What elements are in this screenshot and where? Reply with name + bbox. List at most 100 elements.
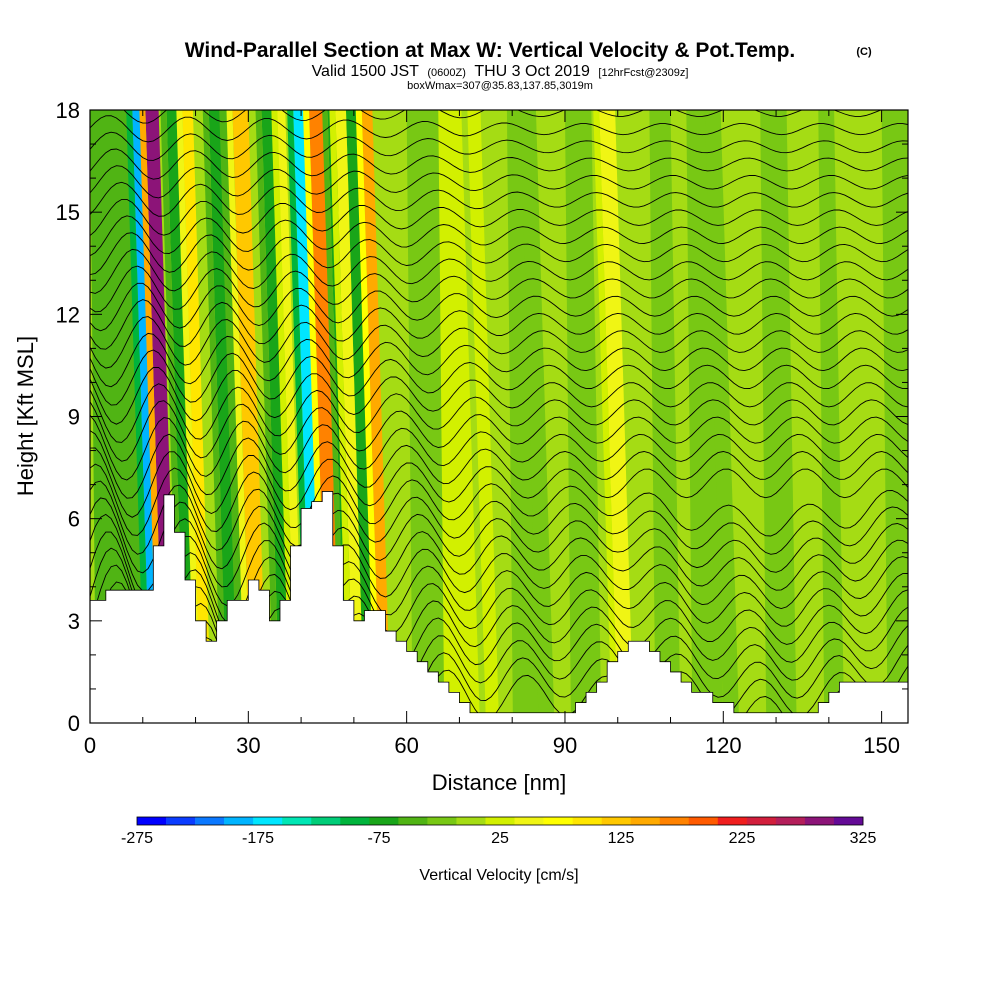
theta-contour [90, 181, 908, 217]
subtitle-date: THU 3 Oct 2019 [474, 63, 590, 80]
y-axis: 0 3 6 9 12 15 18 [56, 98, 908, 736]
theta-contour [90, 513, 908, 592]
subtitle-utc: (0600Z) [427, 67, 466, 79]
colorbar-tick-label: -75 [367, 830, 390, 847]
colorbar-tick-label: 25 [491, 830, 509, 847]
field-stripe [649, 110, 681, 723]
downdraft-band-halo [698, 110, 724, 723]
theta-contour [90, 198, 908, 236]
theta-contour [90, 480, 908, 555]
colorbar-swatch [833, 817, 864, 825]
theta-contour [90, 165, 908, 199]
colorbar-swatch [427, 817, 457, 825]
updraft-band-halo [355, 110, 381, 723]
theta-contour [90, 148, 908, 180]
field-stripe [818, 110, 845, 723]
colorbar-swatch [659, 817, 690, 825]
theta-contour [90, 531, 908, 611]
subtitle-valid: Valid 1500 JST [312, 63, 420, 80]
downdraft-band-halo [202, 110, 228, 723]
theta-contour [90, 400, 908, 462]
chart-subtitle: Valid 1500 JST (0600Z) THU 3 Oct 2019 [1… [312, 63, 689, 80]
theta-contour [90, 316, 908, 369]
theta-contour [90, 232, 908, 276]
updraft-band [361, 110, 391, 723]
colorbar-swatch [572, 817, 602, 825]
downdraft-band [261, 110, 291, 723]
colorbar-frame [136, 816, 864, 826]
colorbar-swatch [253, 817, 283, 825]
colorbar-swatch [630, 817, 661, 825]
colorbar-swatch [398, 817, 428, 825]
field-stripe [881, 110, 908, 723]
terrain [90, 491, 908, 723]
x-axis-title: Distance [nm] [432, 770, 567, 795]
y-tick-label: 3 [68, 609, 80, 634]
colorbar-swatch [688, 817, 719, 825]
subtitle-forecast: [12hrFcst@2309z] [598, 67, 688, 79]
colorbar-swatch [717, 817, 748, 825]
theta-contour [90, 349, 908, 406]
y-tick-label: 0 [68, 711, 80, 736]
colorbar-tick-label: -175 [242, 830, 274, 847]
downdraft-band [208, 110, 238, 723]
colorbar-swatch [804, 817, 835, 825]
colorbar-swatch [485, 817, 515, 825]
theta-contours [90, 110, 908, 723]
colorbar-tick-label: 325 [850, 830, 877, 847]
colorbar-swatch [224, 817, 254, 825]
theta-contour [90, 299, 908, 350]
x-tick-label: 150 [863, 733, 900, 758]
theta-contour [90, 115, 908, 143]
x-tick-label: 30 [236, 733, 260, 758]
x-tick-label: 60 [394, 733, 418, 758]
theta-contour [90, 447, 908, 518]
downdraft-band [345, 110, 375, 723]
y-tick-label: 15 [56, 200, 80, 225]
colorbar-swatch [514, 817, 544, 825]
terrain-mask [90, 491, 908, 723]
colorbar-tick-label: 225 [729, 830, 756, 847]
x-axis: 0 30 60 90 120 150 [84, 110, 900, 758]
y-tick-label: 12 [56, 302, 80, 327]
colorbar-swatch [282, 817, 312, 825]
updraft-band-halo [226, 110, 251, 723]
colorbar-tick-label: -275 [121, 830, 153, 847]
downdraft-band [704, 110, 740, 723]
colorbar-swatch [746, 817, 777, 825]
downdraft-band [520, 110, 555, 723]
x-tick-label: 0 [84, 733, 96, 758]
downdraft-band-halo [126, 110, 151, 723]
theta-contour [90, 383, 908, 443]
theta-contour [90, 497, 908, 574]
x-tick-label: 90 [553, 733, 577, 758]
updraft-band [467, 110, 499, 723]
colorbar-tick-label: 125 [608, 830, 635, 847]
theta-contour [90, 414, 908, 481]
field-stripe [406, 110, 449, 723]
theta-contour [90, 282, 908, 332]
theta-contour [123, 110, 883, 124]
colorbar-labels: -275 -175 -75 25 125 225 325 [121, 830, 876, 847]
colorbar-title: Vertical Velocity [cm/s] [419, 867, 578, 884]
colorbar-swatch [195, 817, 225, 825]
theta-contour [90, 366, 908, 425]
chart-title: Wind-Parallel Section at Max W: Vertical… [185, 39, 796, 62]
y-tick-label: 18 [56, 98, 80, 123]
theta-contour [90, 265, 908, 313]
y-tick-label: 9 [68, 405, 80, 430]
theta-contour [90, 248, 908, 294]
updraft-band [335, 110, 365, 723]
downdraft-band-halo [514, 110, 539, 723]
theta-contour [90, 430, 908, 499]
theta-contour [90, 463, 908, 537]
x-tick-label: 120 [705, 733, 742, 758]
updraft-band [599, 110, 634, 723]
downdraft-band-halo [255, 110, 280, 723]
theta-contour [90, 131, 908, 161]
colorbar-swatch [775, 817, 806, 825]
y-tick-label: 6 [68, 507, 80, 532]
colorbar-swatch [137, 817, 167, 825]
theta-contour [90, 215, 908, 257]
